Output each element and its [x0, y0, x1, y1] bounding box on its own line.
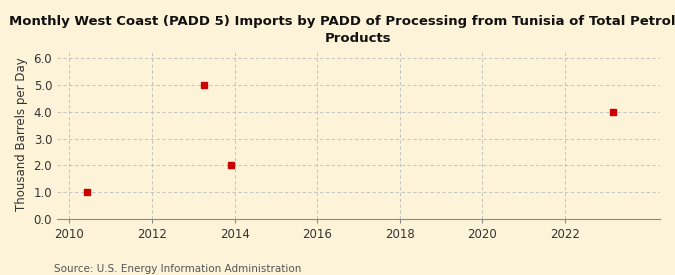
Y-axis label: Thousand Barrels per Day: Thousand Barrels per Day: [15, 58, 28, 211]
Text: Source: U.S. Energy Information Administration: Source: U.S. Energy Information Administ…: [54, 264, 301, 274]
Title: Monthly West Coast (PADD 5) Imports by PADD of Processing from Tunisia of Total : Monthly West Coast (PADD 5) Imports by P…: [9, 15, 675, 45]
